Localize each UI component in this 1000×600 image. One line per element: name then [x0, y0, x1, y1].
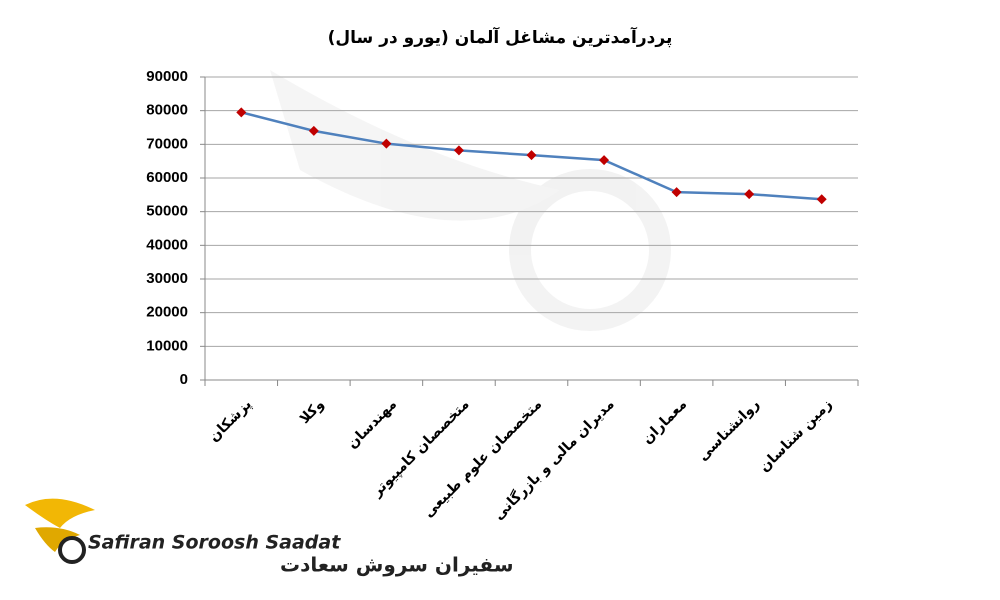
y-tick-label: 60000 [146, 169, 188, 186]
logo-wing [25, 498, 95, 528]
y-tick-label: 80000 [146, 102, 188, 119]
y-tick-label: 50000 [146, 203, 188, 220]
y-tick-label: 20000 [146, 304, 188, 321]
marker [671, 187, 682, 198]
logo-text-en: Safiran Soroosh Saadat [88, 532, 341, 554]
y-tick-label: 10000 [146, 337, 188, 354]
chart-title: پردرآمدترین مشاغل آلمان (یورو در سال) [328, 26, 673, 48]
y-tick-label: 0 [180, 371, 188, 388]
y-tick-label: 70000 [146, 135, 188, 152]
marker [236, 107, 247, 118]
marker [599, 155, 610, 166]
logo-text-fa: سفیران سروش سعادت [280, 553, 514, 577]
marker [453, 145, 464, 156]
logo-mark [58, 536, 86, 564]
logo: Safiran Soroosh Saadat سفیران سروش سعادت [25, 498, 514, 577]
y-tick-label: 90000 [146, 68, 188, 85]
y-tick-label: 30000 [146, 270, 188, 287]
marker [526, 150, 537, 161]
marker [381, 138, 392, 149]
marker [744, 189, 755, 200]
logo-wing [35, 527, 80, 552]
marker [816, 194, 827, 205]
y-tick-label: 40000 [146, 236, 188, 253]
marker [308, 125, 319, 136]
